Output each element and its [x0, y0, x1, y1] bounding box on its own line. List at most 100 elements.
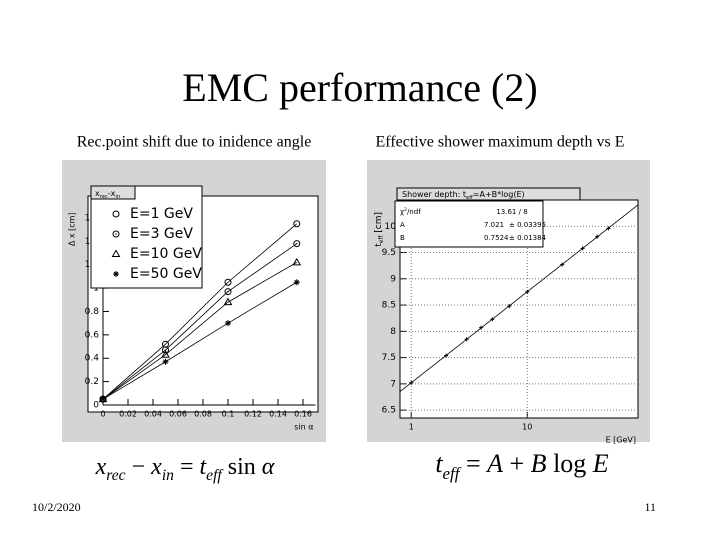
text-part: -x: [108, 189, 116, 198]
text-part: +: [503, 449, 531, 478]
series-line: [102, 243, 297, 400]
text-part: =A+B*log(E): [473, 190, 525, 199]
text-part: x: [95, 454, 107, 480]
text-part: B: [531, 449, 547, 478]
y-tick-label: 9.5: [382, 248, 396, 258]
slide-title: EMC performance (2): [182, 65, 537, 110]
text-part: t: [200, 454, 208, 480]
y-tick-label: 0.2: [85, 377, 99, 387]
stat-value: 7.021: [484, 221, 504, 229]
stat-error: ± 0.01384: [509, 234, 547, 242]
y-tick-label: 6.5: [382, 406, 396, 416]
legend-label: E=10 GeV: [130, 246, 202, 262]
legend-box: [90, 185, 203, 289]
x-tick-label: 10: [522, 423, 532, 432]
data-point: [292, 257, 302, 266]
y-axis-label: Δ x [cm]: [68, 212, 77, 246]
y-tick-label: 7.5: [382, 353, 396, 363]
y-tick-label: 8.5: [382, 301, 396, 311]
y-tick-label: 0.4: [85, 354, 100, 364]
series-line: [102, 281, 297, 400]
data-point: [162, 340, 170, 348]
data-point: [225, 320, 231, 327]
x-tick-label: 0.04: [144, 410, 162, 419]
text-part: −: [126, 454, 152, 480]
page-number: 11: [644, 500, 656, 514]
y-tick-label: 10: [385, 222, 397, 232]
text-part: rec: [106, 467, 125, 484]
text-part: x: [95, 189, 100, 198]
data-point: [293, 240, 301, 248]
caption: Effective shower maximum depth vs E: [376, 134, 625, 151]
series-line: [102, 262, 297, 400]
stat-value: 0.7524: [484, 234, 509, 242]
x-tick-label: 0.02: [119, 410, 137, 419]
formula: teff = A + B log E: [435, 449, 608, 483]
legend-title: xrec-xin: [95, 189, 120, 200]
stat-name: A: [400, 221, 405, 229]
date: 10/2/2020: [32, 500, 81, 514]
text-part: sin: [222, 454, 262, 480]
text-part: t: [374, 243, 384, 247]
x-axis-label: E [GeV]: [606, 436, 636, 445]
y-tick-label: 0.8: [85, 307, 100, 317]
text-part: 2: [404, 207, 407, 213]
text-part: in: [115, 194, 120, 200]
text-part: x: [150, 454, 162, 480]
stat-error: ± 0.03395: [509, 221, 546, 229]
y-axis-label: teff [cm]: [374, 212, 385, 247]
legend-marker: [112, 210, 120, 218]
x-axis-label: sin α: [294, 423, 313, 432]
stat-value: 13.61 / 8: [496, 208, 527, 216]
text-part: eff: [443, 464, 462, 483]
data-point: [293, 220, 301, 228]
x-tick-label: 1: [409, 423, 414, 432]
legend-label: E=50 GeV: [130, 266, 202, 282]
text-part: eff: [466, 195, 473, 201]
x-tick-label: 0.06: [169, 410, 187, 419]
text-part: A: [485, 449, 503, 478]
data-point: [161, 350, 170, 358]
y-tick-label: 7: [390, 379, 396, 389]
text-part: χ: [400, 208, 404, 216]
legend-marker: [112, 230, 120, 238]
formula: xrec − xin = teff sin α: [95, 454, 275, 485]
x-tick-label: 0: [100, 410, 105, 419]
stat-name: χ2/ndf: [400, 207, 421, 216]
text-part: t: [435, 449, 443, 478]
text-part: /ndf: [407, 208, 421, 216]
x-tick-label: 0.1: [222, 410, 235, 419]
stats-box: [394, 200, 544, 248]
legend-marker: [111, 249, 121, 257]
caption: Rec.point shift due to inidence angle: [77, 134, 312, 151]
data-point: [224, 288, 232, 296]
data-point: [224, 278, 232, 286]
y-tick-label: 1: [93, 284, 99, 294]
x-tick-label: 0.08: [194, 410, 212, 419]
text-part: Shower depth: t: [402, 190, 466, 199]
y-tick-label: 0: [93, 401, 99, 411]
legend-title-box: [90, 185, 136, 200]
text-part: =: [174, 454, 200, 480]
text-part: eff: [379, 235, 385, 244]
text-part: =: [459, 449, 487, 478]
text-part: in: [162, 467, 174, 484]
data-point: [293, 279, 300, 286]
data-point: [223, 297, 233, 306]
fit-line: [399, 204, 639, 392]
text-part: rec: [100, 194, 108, 200]
legend-marker: [113, 271, 119, 277]
x-tick-label: 0.16: [294, 410, 312, 419]
data-point: [100, 396, 106, 403]
y-tick-label: 9: [390, 274, 396, 284]
series-line: [102, 223, 298, 400]
data-point: [162, 358, 169, 365]
title-box: [396, 187, 581, 201]
text-part: [cm]: [374, 212, 384, 236]
chart-title: Shower depth: teff=A+B*log(E): [402, 190, 525, 201]
text-part: log: [547, 449, 593, 478]
x-tick-label: 0.14: [269, 410, 287, 419]
text-part: eff: [206, 467, 224, 484]
